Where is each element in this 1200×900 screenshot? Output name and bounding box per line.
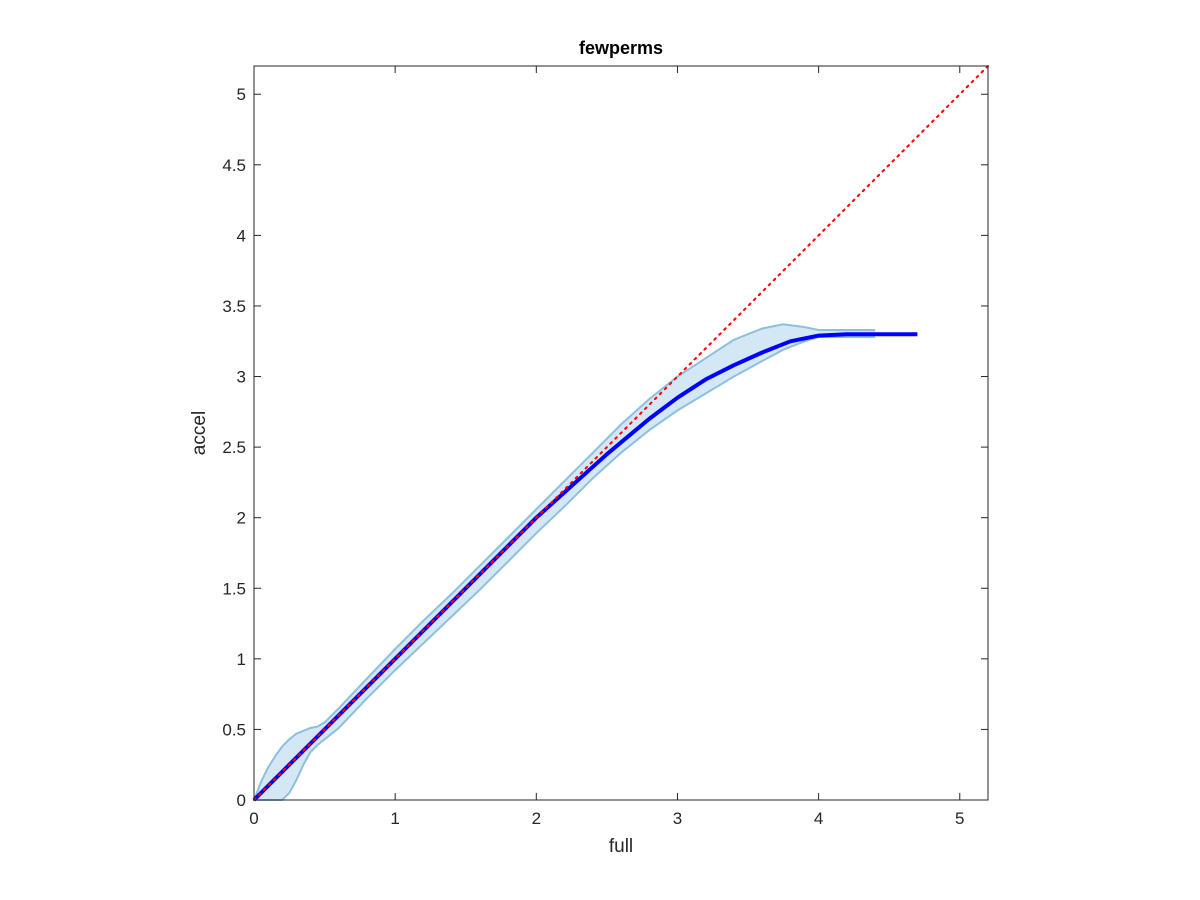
y-axis-label: accel xyxy=(189,411,210,455)
y-tick-label: 3 xyxy=(237,368,246,387)
identity-reference-line xyxy=(253,65,989,801)
y-tick-label: 4 xyxy=(237,226,246,245)
y-tick-label: 2 xyxy=(237,509,246,528)
x-tick-label: 1 xyxy=(390,809,399,828)
y-tick-label: 5 xyxy=(237,85,246,104)
y-tick-label: 0 xyxy=(237,791,246,810)
x-tick-label: 2 xyxy=(532,809,541,828)
x-axis-label: full xyxy=(609,836,633,857)
x-tick-label: 3 xyxy=(673,809,682,828)
x-tick-label: 0 xyxy=(249,809,258,828)
y-tick-label: 1 xyxy=(237,650,246,669)
y-tick-label: 1.5 xyxy=(222,579,246,598)
x-tick-label: 5 xyxy=(955,809,964,828)
mean-line xyxy=(252,332,918,802)
y-tick-label: 4.5 xyxy=(222,156,246,175)
y-tick-label: 0.5 xyxy=(222,720,246,739)
tick-layer: 0 1 2 3 4 5 0 0.5 1 1.5 2 2.5 3 3.5 4 4.5 5 xyxy=(222,66,988,828)
band-lower-edge xyxy=(254,336,876,801)
plot-area: 0 1 2 3 4 5 0 0.5 1 1.5 2 2.5 3 3.5 4 4.5 5 xyxy=(222,65,989,828)
y-tick-label: 3.5 xyxy=(222,297,246,316)
confidence-band-layer xyxy=(253,323,876,801)
band-upper-edge xyxy=(253,323,876,801)
series-layer xyxy=(252,65,989,802)
x-tick-label: 4 xyxy=(814,809,823,828)
axes-box xyxy=(253,65,989,801)
y-tick-label: 2.5 xyxy=(222,438,246,457)
chart-title: fewperms xyxy=(579,38,663,58)
